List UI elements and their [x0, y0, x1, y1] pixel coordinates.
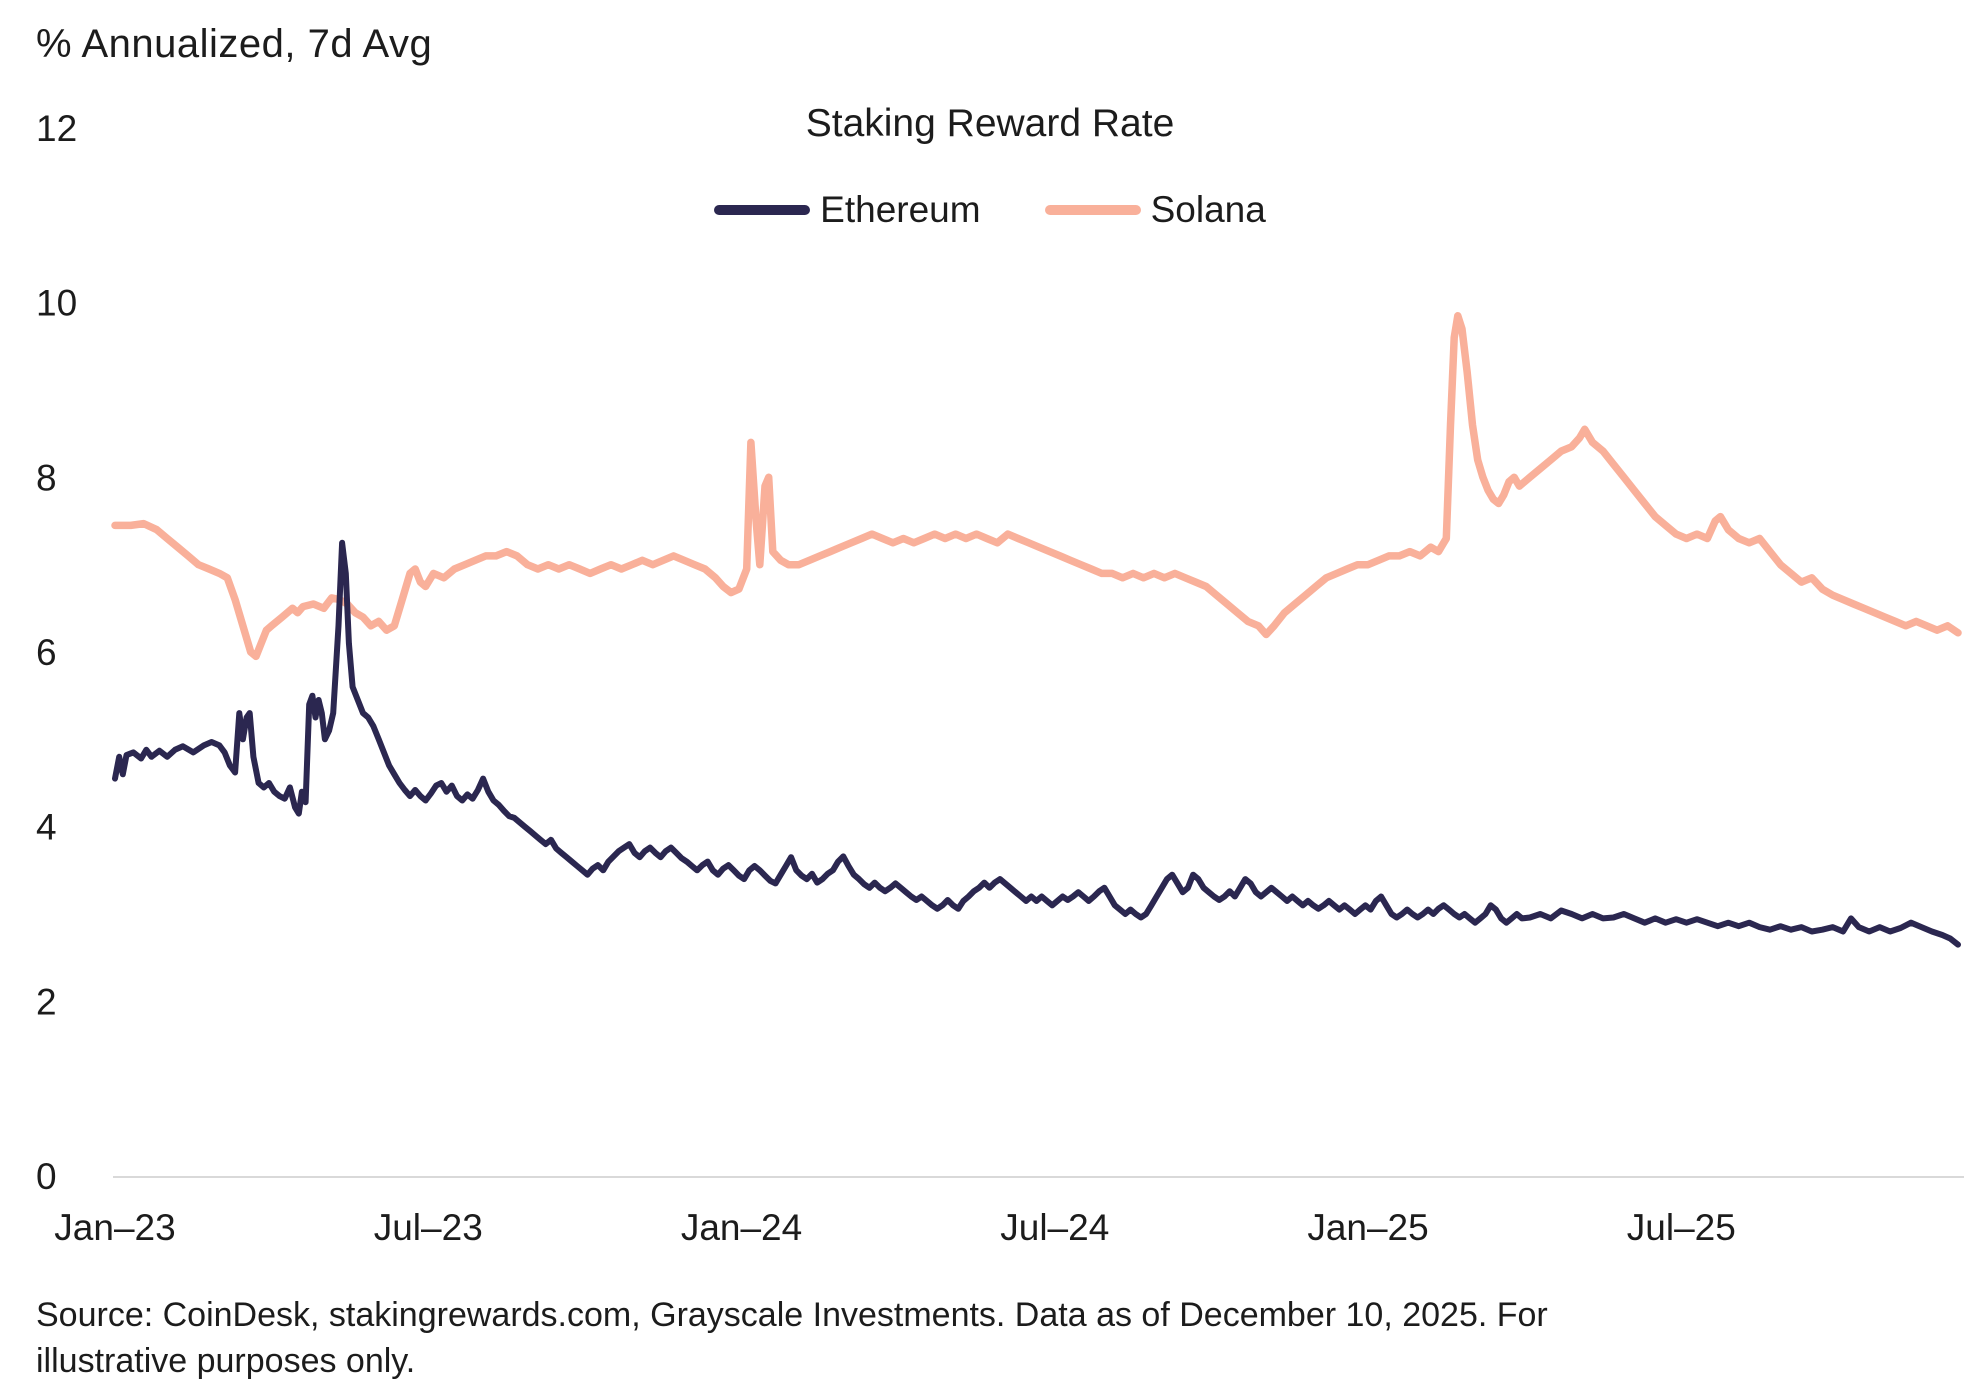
x-tick-label: Jul–23 — [374, 1207, 483, 1248]
ethereum-line-swatch-icon — [714, 205, 811, 215]
legend-label-solana: Solana — [1150, 189, 1266, 230]
x-tick-label: Jan–25 — [1307, 1207, 1428, 1248]
y-tick-label: 2 — [36, 981, 57, 1022]
y-tick-label: 6 — [36, 632, 57, 673]
y-tick-label: 0 — [36, 1156, 57, 1197]
y-tick-label: 12 — [36, 108, 77, 149]
x-tick-label: Jul–25 — [1627, 1207, 1736, 1248]
chart-title: Staking Reward Rate — [805, 102, 1175, 145]
x-tick-label: Jan–24 — [681, 1207, 802, 1248]
legend-item-ethereum: Ethereum — [714, 189, 981, 231]
legend-item-solana: Solana — [1044, 189, 1266, 231]
y-tick-label: 10 — [36, 283, 77, 324]
solana-line-swatch-icon — [1044, 205, 1141, 215]
source-note-line1: Source: CoinDesk, stakingrewards.com, Gr… — [36, 1296, 1548, 1334]
x-tick-label: Jan–23 — [54, 1207, 175, 1248]
ethereum-series-line — [112, 539, 1961, 948]
y-tick-label: 8 — [36, 457, 57, 498]
x-tick-label: Jul–24 — [1000, 1207, 1109, 1248]
y-axis-unit-label: % Annualized, 7d Avg — [36, 22, 433, 66]
chart-legend: Ethereum Solana — [0, 189, 1980, 231]
solana-series-line — [111, 312, 1962, 661]
source-note: Source: CoinDesk, stakingrewards.com, Gr… — [36, 1292, 1548, 1384]
legend-label-ethereum: Ethereum — [820, 189, 981, 230]
source-note-line2: illustrative purposes only. — [36, 1342, 416, 1381]
y-tick-label: 4 — [36, 807, 57, 848]
